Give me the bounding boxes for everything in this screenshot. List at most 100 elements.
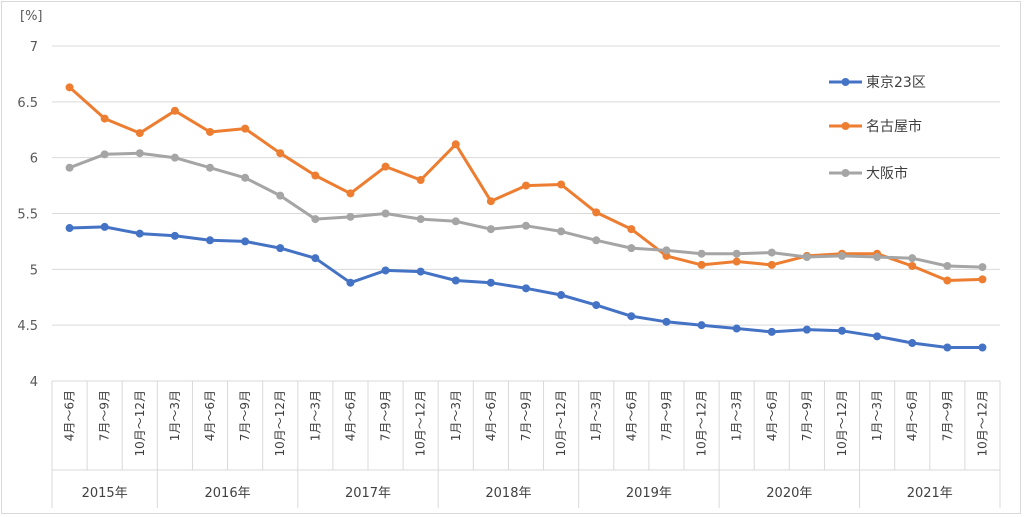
data-point (978, 343, 987, 352)
y-tick-label: 6 (30, 152, 38, 167)
x-category-label: 7月～9月 (940, 390, 954, 441)
x-year-label: 2017年 (345, 486, 391, 501)
data-point (276, 149, 285, 158)
data-point (451, 140, 460, 149)
data-point (697, 249, 706, 258)
legend-item: 大阪市 (829, 165, 908, 182)
data-point (206, 163, 214, 172)
data-point (557, 291, 566, 300)
x-axis: 4月～6月 7月～9月 10月～12月 1月～3月 4月～6月 7月～9月 10月～12月 1… (51, 380, 1001, 508)
legend-label: 東京23区 (866, 75, 926, 91)
data-point (767, 248, 776, 257)
data-point (311, 215, 320, 224)
data-point (416, 176, 425, 184)
y-tick-label: 4.5 (17, 319, 38, 334)
data-point (978, 275, 987, 284)
data-point (522, 181, 530, 190)
data-point (206, 127, 214, 136)
data-point (908, 261, 917, 270)
data-point (381, 162, 390, 171)
x-year-label: 2016年 (205, 486, 251, 501)
data-point (346, 278, 355, 287)
data-point (451, 276, 460, 285)
data-point (557, 227, 566, 236)
x-category-label: 1月～3月 (168, 390, 182, 441)
data-point (241, 237, 250, 246)
y-tick-label: 5 (30, 263, 38, 278)
data-point (557, 180, 566, 189)
data-point (311, 254, 320, 263)
x-category-label: 4月～6月 (484, 390, 498, 441)
y-axis-unit-label: [%] (20, 9, 43, 24)
data-point (767, 327, 776, 336)
x-category-label: 4月～6月 (203, 390, 217, 441)
data-point (908, 254, 917, 263)
x-category-label: 10月～12月 (835, 390, 849, 457)
x-category-label: 7月～9月 (800, 390, 814, 441)
x-year-label: 2021年 (907, 486, 953, 501)
series-2 (65, 149, 987, 272)
data-point (802, 253, 811, 262)
x-category-label: 1月～3月 (449, 390, 463, 441)
data-point (135, 129, 144, 138)
data-point (767, 260, 776, 269)
data-point (592, 301, 601, 310)
x-category-label: 10月～12月 (695, 390, 709, 457)
x-category-label: 4月～6月 (765, 390, 779, 441)
data-point (416, 267, 425, 276)
x-category-label: 10月～12月 (975, 390, 989, 457)
y-tick-label: 4 (30, 375, 38, 390)
data-point (311, 171, 320, 180)
x-category-label: 7月～9月 (659, 390, 673, 441)
data-point (486, 278, 495, 287)
x-category-label: 4月～6月 (63, 390, 77, 441)
data-point (135, 149, 144, 158)
x-year-label: 2019年 (626, 486, 672, 501)
data-point (592, 208, 601, 217)
data-point (346, 189, 355, 198)
y-tick-label: 6.5 (17, 96, 38, 111)
data-point (873, 332, 882, 341)
data-point (65, 224, 74, 233)
data-point (627, 312, 636, 321)
gridlines (52, 45, 1000, 326)
y-tick-label: 5.5 (17, 208, 38, 223)
data-point (100, 222, 109, 231)
legend-marker (841, 169, 850, 177)
x-category-label: 4月～6月 (905, 390, 919, 441)
data-point (206, 236, 214, 245)
data-point (135, 229, 144, 238)
x-category-label: 1月～3月 (870, 390, 884, 441)
data-point (451, 217, 460, 226)
x-category-label: 10月～12月 (554, 390, 568, 457)
data-point (170, 153, 179, 162)
data-point (838, 251, 846, 260)
data-point (522, 284, 530, 293)
series-1 (65, 83, 987, 285)
data-point (627, 244, 636, 253)
data-point (100, 114, 109, 123)
data-point (662, 246, 671, 255)
legend-item: 東京23区 (829, 75, 926, 91)
data-point (838, 326, 846, 335)
legend-label: 名古屋市 (866, 118, 922, 135)
data-point (241, 173, 250, 182)
x-year-label: 2020年 (766, 486, 812, 501)
data-point (276, 191, 285, 200)
data-point (65, 163, 74, 172)
data-point (732, 249, 741, 258)
legend-item: 名古屋市 (829, 118, 922, 135)
data-point (486, 225, 495, 234)
data-point (943, 276, 952, 285)
data-point (486, 197, 495, 206)
data-point (908, 339, 917, 348)
x-category-label: 7月～9月 (379, 390, 393, 441)
series-lines (65, 83, 987, 352)
data-point (241, 124, 250, 133)
series-0 (65, 222, 987, 352)
data-point (732, 257, 741, 266)
data-point (100, 150, 109, 159)
